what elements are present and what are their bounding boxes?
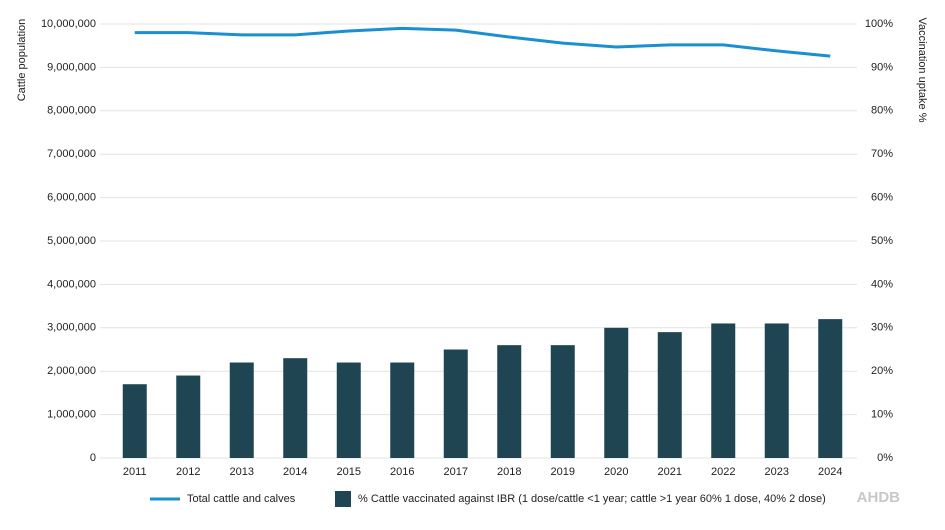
bar bbox=[818, 319, 843, 458]
legend-label: Total cattle and calves bbox=[187, 493, 296, 505]
y-tick-label: 2,000,000 bbox=[47, 365, 96, 377]
y2-tick-label: 60% bbox=[871, 192, 893, 204]
y2-tick-label: 70% bbox=[871, 148, 893, 160]
bar bbox=[122, 384, 147, 458]
y2-axis-title: Vaccination uptake % bbox=[916, 18, 928, 123]
x-tick-label: 2017 bbox=[444, 466, 468, 478]
line bbox=[134, 26, 831, 58]
bar bbox=[764, 323, 789, 458]
x-tick-label: 2024 bbox=[818, 466, 842, 478]
x-tick-label: 2011 bbox=[123, 466, 147, 478]
y-tick-label: 7,000,000 bbox=[47, 148, 96, 160]
y-tick-label: 5,000,000 bbox=[47, 235, 96, 247]
y-tick-label: 9,000,000 bbox=[47, 61, 96, 73]
x-tick-label: 2022 bbox=[711, 466, 735, 478]
y2-tick-label: 90% bbox=[871, 61, 893, 73]
y-tick-label: 1,000,000 bbox=[47, 409, 96, 421]
x-tick-label: 2018 bbox=[497, 466, 521, 478]
x-tick-label: 2014 bbox=[283, 466, 307, 478]
legend-swatch bbox=[335, 491, 351, 507]
y-tick-label: 0 bbox=[90, 452, 96, 464]
y-tick-label: 10,000,000 bbox=[41, 18, 96, 30]
x-tick-label: 2015 bbox=[337, 466, 361, 478]
x-tick-label: 2012 bbox=[176, 466, 200, 478]
y-axis-title: Cattle population bbox=[16, 19, 28, 102]
y2-tick-label: 40% bbox=[871, 278, 893, 290]
y2-tick-label: 80% bbox=[871, 105, 893, 117]
y2-tick-label: 20% bbox=[871, 365, 893, 377]
bar bbox=[550, 345, 575, 458]
bar bbox=[336, 362, 361, 458]
y2-tick-label: 30% bbox=[871, 322, 893, 334]
bar bbox=[283, 358, 308, 458]
y-tick-label: 4,000,000 bbox=[47, 278, 96, 290]
y-tick-label: 3,000,000 bbox=[47, 322, 96, 334]
y-tick-label: 6,000,000 bbox=[47, 192, 96, 204]
legend-label: % Cattle vaccinated against IBR (1 dose/… bbox=[358, 493, 826, 505]
x-tick-label: 2023 bbox=[765, 466, 789, 478]
x-tick-label: 2020 bbox=[604, 466, 628, 478]
x-tick-label: 2016 bbox=[390, 466, 414, 478]
y2-tick-label: 100% bbox=[865, 18, 893, 30]
bar bbox=[497, 345, 522, 458]
bar bbox=[229, 362, 254, 458]
bar bbox=[176, 375, 201, 458]
logo: AHDB bbox=[857, 489, 900, 506]
x-tick-label: 2013 bbox=[230, 466, 254, 478]
y2-tick-label: 50% bbox=[871, 235, 893, 247]
y2-tick-label: 10% bbox=[871, 409, 893, 421]
bar bbox=[657, 332, 682, 458]
bar bbox=[390, 362, 415, 458]
x-tick-label: 2019 bbox=[551, 466, 575, 478]
y2-tick-label: 0% bbox=[877, 452, 893, 464]
bar bbox=[604, 327, 629, 458]
y-tick-label: 8,000,000 bbox=[47, 105, 96, 117]
bar bbox=[443, 349, 468, 458]
bar bbox=[711, 323, 736, 458]
x-tick-label: 2021 bbox=[658, 466, 682, 478]
